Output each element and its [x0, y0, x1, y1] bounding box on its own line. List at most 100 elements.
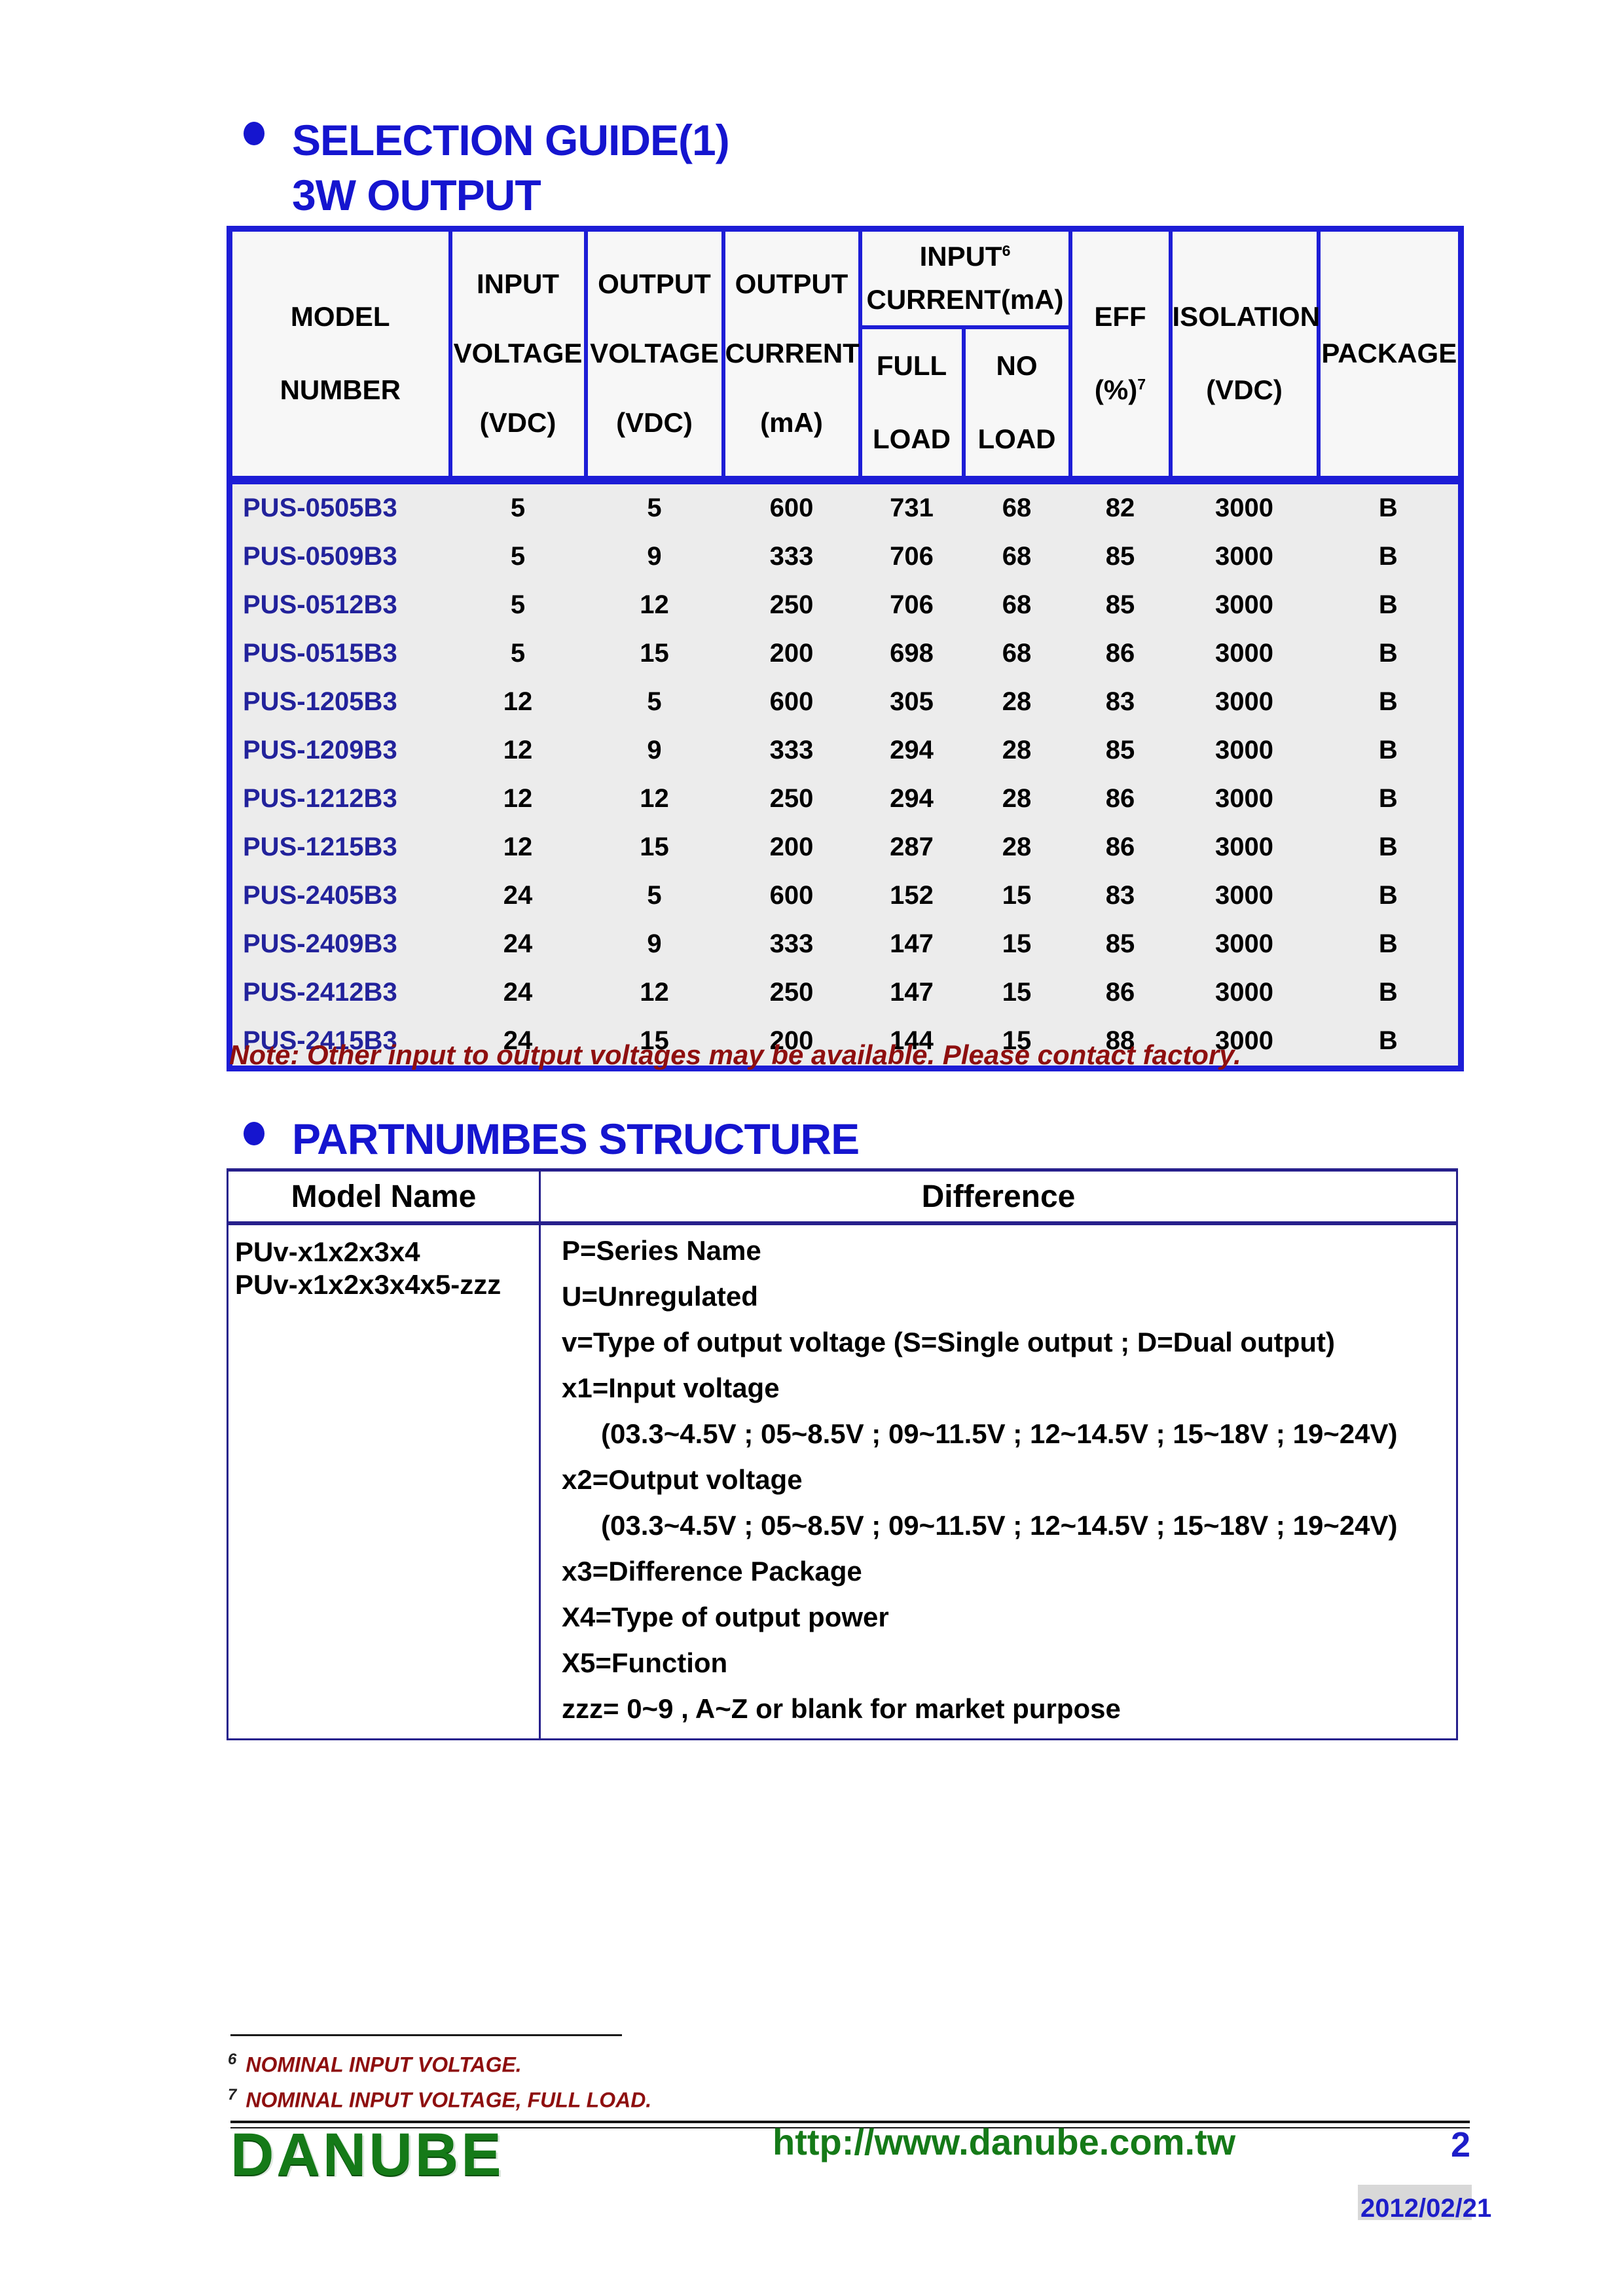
full-load-current-cell: 305 — [860, 677, 964, 726]
col-header-full-load: FULL LOAD — [858, 325, 966, 484]
bullet-icon — [244, 1122, 264, 1145]
input-voltage-cell: 12 — [450, 726, 586, 775]
package-cell: B — [1318, 968, 1461, 1017]
footnote-text: NOMINAL INPUT VOLTAGE. — [246, 2053, 522, 2077]
efficiency-cell: 83 — [1070, 871, 1171, 920]
output-current-cell: 200 — [723, 823, 860, 872]
input-voltage-cell: 5 — [450, 581, 586, 630]
package-cell: B — [1318, 532, 1461, 581]
output-current-cell: 250 — [723, 774, 860, 823]
output-voltage-cell: 5 — [585, 480, 723, 533]
section2-heading: PARTNUMBES STRUCTURE — [244, 1111, 860, 1166]
package-cell: B — [1318, 726, 1461, 775]
difference-line: (03.3~4.5V ; 05~8.5V ; 09~11.5V ; 12~14.… — [601, 1510, 1398, 1541]
selection-table-body: PUS-0505B3 5 5 600 731 68 82 3000 B PUS-… — [229, 480, 1461, 1068]
full-load-current-cell: 152 — [860, 871, 964, 920]
output-current-cell: 200 — [723, 629, 860, 678]
col-header-no-load: NO LOAD — [961, 325, 1072, 484]
table-row: PUS-0509B3 5 9 333 706 68 85 3000 B — [229, 532, 1461, 581]
bullet-icon — [244, 122, 264, 145]
output-voltage-cell: 15 — [585, 629, 723, 678]
difference-line: x2=Output voltage — [562, 1464, 803, 1495]
output-current-cell: 200 — [723, 1016, 860, 1068]
full-load-current-cell: 144 — [860, 1016, 964, 1068]
footnote-number: 6 — [228, 2051, 237, 2068]
table-row: PUS-1209B3 12 9 333 294 28 85 3000 B — [229, 726, 1461, 775]
full-load-current-cell: 287 — [860, 823, 964, 872]
model-number-cell: PUS-1205B3 — [229, 677, 450, 726]
package-cell: B — [1318, 920, 1461, 969]
efficiency-cell: 82 — [1070, 480, 1171, 533]
footnote-number: 7 — [228, 2085, 237, 2104]
output-current-cell: 333 — [723, 920, 860, 969]
footnote: 6 NOMINAL INPUT VOLTAGE. — [228, 2045, 651, 2080]
section1-heading: SELECTION GUIDE(1) 3W OUTPUT — [244, 113, 730, 223]
package-cell: B — [1318, 629, 1461, 678]
danube-logo: DANUBE — [230, 2121, 504, 2188]
full-load-current-cell: 698 — [860, 629, 964, 678]
full-load-current-cell: 706 — [860, 581, 964, 630]
section1-title: SELECTION GUIDE(1) — [292, 116, 730, 164]
footer-divider — [230, 2121, 1470, 2128]
output-current-cell: 333 — [723, 532, 860, 581]
footnotes: 6 NOMINAL INPUT VOLTAGE. 7 NOMINAL INPUT VO… — [228, 2045, 651, 2115]
output-voltage-cell: 9 — [585, 532, 723, 581]
isolation-cell: 3000 — [1170, 629, 1319, 678]
output-current-cell: 600 — [723, 480, 860, 533]
col-header-isolation: ISOLATION (VDC) — [1168, 226, 1321, 484]
output-current-cell: 333 — [723, 726, 860, 775]
col-header-eff: EFF (%)7 — [1068, 226, 1173, 484]
website-link[interactable]: http://www.danube.com.tw — [773, 2121, 1236, 2162]
footnote-ref-7: 7 — [1137, 376, 1146, 393]
model-name-header: Model Name — [228, 1172, 541, 1221]
output-voltage-cell: 12 — [585, 774, 723, 823]
note-text: Note: Other input to output voltages may… — [229, 1039, 1241, 1070]
full-load-current-cell: 147 — [860, 920, 964, 969]
footnote-separator — [230, 2034, 622, 2036]
isolation-cell: 3000 — [1170, 774, 1319, 823]
output-voltage-cell: 15 — [585, 1016, 723, 1068]
input-voltage-cell: 5 — [450, 532, 586, 581]
difference-line: U=Unregulated — [562, 1281, 758, 1312]
table-row: PUS-1205B3 12 5 600 305 28 83 3000 B — [229, 677, 1461, 726]
full-load-current-cell: 731 — [860, 480, 964, 533]
efficiency-cell: 85 — [1070, 581, 1171, 630]
efficiency-cell: 86 — [1070, 968, 1171, 1017]
output-voltage-cell: 9 — [585, 726, 723, 775]
isolation-cell: 3000 — [1170, 920, 1319, 969]
difference-line: P=Series Name — [562, 1235, 761, 1266]
difference-list: P=Series Name U=Unregulated v=Type of outp… — [541, 1225, 1456, 1738]
output-current-cell: 250 — [723, 968, 860, 1017]
package-cell: B — [1318, 823, 1461, 872]
col-header-input-voltage: INPUT VOLTAGE (VDC) — [448, 226, 588, 484]
footnote: 7 NOMINAL INPUT VOLTAGE, FULL LOAD. — [228, 2080, 651, 2115]
model-name-pattern: PUv-x1x2x3x4 — [235, 1236, 420, 1267]
col-header-output-current: OUTPUT CURRENT (mA) — [721, 226, 862, 484]
table-row: PUS-2405B3 24 5 600 152 15 83 3000 B — [229, 871, 1461, 920]
no-load-current-cell: 68 — [963, 581, 1070, 630]
structure-table-header: Model Name Difference — [228, 1172, 1456, 1225]
model-name-pattern: PUv-x1x2x3x4x5-zzz — [235, 1269, 501, 1300]
model-number-cell: PUS-0509B3 — [229, 532, 450, 581]
efficiency-cell: 85 — [1070, 920, 1171, 969]
table-row: PUS-0505B3 5 5 600 731 68 82 3000 B — [229, 480, 1461, 533]
isolation-cell: 3000 — [1170, 823, 1319, 872]
input-voltage-cell: 12 — [450, 677, 586, 726]
output-voltage-cell: 9 — [585, 920, 723, 969]
no-load-current-cell: 28 — [963, 726, 1070, 775]
model-number-cell: PUS-0505B3 — [229, 480, 450, 533]
table-row: PUS-1215B3 12 15 200 287 28 86 3000 B — [229, 823, 1461, 872]
revision-date: 2012/02/21 — [1360, 2194, 1492, 2223]
model-number-cell: PUS-2409B3 — [229, 920, 450, 969]
input-voltage-cell: 12 — [450, 774, 586, 823]
input-voltage-cell: 12 — [450, 823, 586, 872]
table-row: PUS-0515B3 5 15 200 698 68 86 3000 B — [229, 629, 1461, 678]
date-highlight — [1358, 2185, 1472, 2220]
table-row: PUS-2415B3 24 15 200 144 15 88 3000 B — [229, 1016, 1461, 1068]
difference-line: x3=Difference Package — [562, 1556, 862, 1587]
efficiency-cell: 85 — [1070, 532, 1171, 581]
isolation-cell: 3000 — [1170, 677, 1319, 726]
package-cell: B — [1318, 871, 1461, 920]
difference-header: Difference — [921, 1179, 1076, 1214]
